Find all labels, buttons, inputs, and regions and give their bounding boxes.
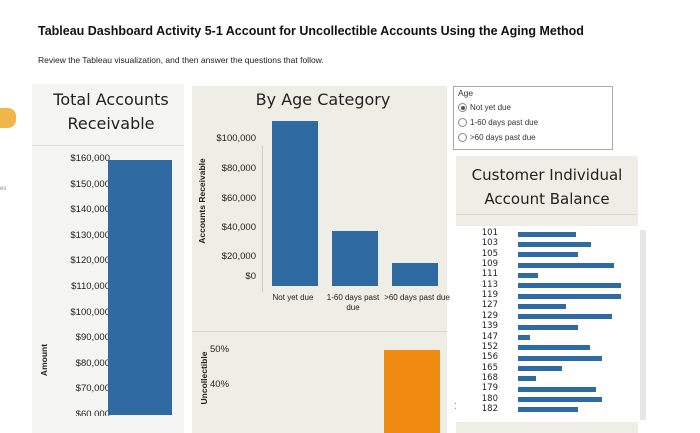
customer-id-label: 113 bbox=[481, 279, 498, 290]
radio-button-icon[interactable] bbox=[458, 133, 467, 142]
total-ar-y-tick: $110,000 bbox=[71, 281, 110, 292]
age-category-x-label: >60 days past due bbox=[384, 293, 450, 302]
customer-balance-bar[interactable] bbox=[518, 345, 590, 351]
customer-id-label: 139 bbox=[481, 321, 498, 332]
customer-balance-bar[interactable] bbox=[518, 272, 538, 278]
customer-balance-bar[interactable] bbox=[518, 397, 602, 403]
customer-id-label: 127 bbox=[481, 300, 498, 311]
uncollectible-y-tick: 50% bbox=[210, 344, 230, 355]
customer-id-label: 119 bbox=[481, 290, 498, 301]
customer-balance-bar[interactable] bbox=[518, 283, 621, 289]
customer-id-label: 105 bbox=[481, 248, 498, 259]
radio-button-icon[interactable] bbox=[458, 118, 467, 127]
age-category-x-label: Not yet due bbox=[272, 293, 314, 302]
total-ar-divider bbox=[32, 145, 184, 146]
uncollectible-bar[interactable] bbox=[384, 350, 440, 433]
customer-balance-bar[interactable] bbox=[518, 303, 566, 309]
customer-balance-bar[interactable] bbox=[518, 386, 596, 392]
customer-id-label: 156 bbox=[481, 352, 498, 363]
age-category-title: By Age Category bbox=[255, 90, 391, 109]
customer-balance-divider bbox=[456, 214, 638, 215]
customer-balance-bar[interactable] bbox=[518, 262, 614, 268]
customer-balance-bar[interactable] bbox=[518, 324, 578, 330]
age-category-y-tick: $100,000 bbox=[216, 133, 256, 144]
total-ar-y-tick: $130,000 bbox=[70, 229, 110, 241]
total-ar-y-tick: $120,000 bbox=[70, 255, 110, 267]
customer-id-label: 111 bbox=[481, 269, 498, 280]
age-category-divider bbox=[192, 331, 447, 332]
customer-id-label: 179 bbox=[481, 383, 498, 394]
customer-balance-bar[interactable] bbox=[518, 293, 621, 299]
total-ar-y-tick: $60,000 bbox=[75, 410, 110, 416]
total-ar-bar[interactable] bbox=[108, 160, 172, 415]
side-stub-text: es bbox=[0, 186, 7, 192]
total-ar-y-tick: $140,000 bbox=[70, 204, 110, 216]
age-category-y-tick: $60,000 bbox=[221, 193, 256, 204]
age-category-bar[interactable] bbox=[392, 263, 438, 286]
age-category-y-tick: $80,000 bbox=[221, 163, 256, 174]
customer-balance-bar[interactable] bbox=[518, 314, 612, 320]
customer-balance-bar[interactable] bbox=[518, 231, 576, 237]
total-ar-y-tick: $160,000 bbox=[70, 153, 110, 164]
total-ar-y-axis-label: Amount bbox=[39, 343, 49, 377]
age-category-x-label: 1-60 days past due bbox=[326, 293, 380, 312]
total-ar-y-tick: $70,000 bbox=[75, 383, 110, 395]
customer-id-label: 165 bbox=[481, 362, 498, 373]
age-legend-title: Age bbox=[458, 88, 474, 98]
total-ar-title: Total Accounts Receivable bbox=[53, 90, 169, 133]
customer-balance-bar[interactable] bbox=[518, 252, 578, 258]
customer-balance-title: Customer Individual Account Balance bbox=[471, 166, 623, 208]
uncollectible-y-axis-label: Uncollectible bbox=[199, 351, 209, 405]
side-tab-marker bbox=[0, 108, 16, 128]
age-legend-item[interactable]: 1-60 days past due bbox=[458, 118, 538, 127]
page-title: Tableau Dashboard Activity 5-1 Account f… bbox=[38, 24, 584, 38]
customer-id-label: 182 bbox=[481, 403, 498, 414]
customer-balance-bar[interactable] bbox=[518, 335, 530, 340]
total-ar-y-tick: $150,000 bbox=[70, 178, 110, 190]
customer-balance-bar[interactable] bbox=[518, 376, 536, 382]
age-legend bbox=[453, 86, 613, 150]
customer-id-label: 147 bbox=[481, 331, 498, 342]
customer-id-label: 109 bbox=[481, 259, 498, 270]
customer-balance-bar[interactable] bbox=[518, 241, 591, 247]
age-legend-item[interactable]: Not yet due bbox=[458, 103, 511, 112]
age-legend-item[interactable]: >60 days past due bbox=[458, 133, 536, 142]
customer-id-label: 180 bbox=[481, 393, 498, 404]
customer-id-label: 103 bbox=[481, 238, 498, 249]
customer-balance-bar[interactable] bbox=[518, 355, 602, 361]
customer-id-label: 101 bbox=[481, 228, 498, 238]
age-category-bar[interactable] bbox=[332, 231, 378, 286]
age-category-bar[interactable] bbox=[272, 121, 318, 286]
customer-id-label: 168 bbox=[481, 372, 498, 383]
customer-id-label: 129 bbox=[481, 310, 498, 321]
uncollectible-y-tick: 40% bbox=[210, 379, 230, 390]
age-category-y-tick: $0 bbox=[245, 271, 256, 282]
total-ar-y-tick: $100,000 bbox=[70, 306, 110, 318]
age-category-y-tick: $40,000 bbox=[221, 222, 256, 233]
customer-balance-bar[interactable] bbox=[518, 366, 562, 372]
total-ar-y-tick: $90,000 bbox=[75, 332, 110, 344]
age-category-y-tick: $20,000 bbox=[221, 251, 256, 262]
customer-balance-scrollbar[interactable] bbox=[640, 230, 646, 420]
age-legend-label: >60 days past due bbox=[470, 133, 536, 142]
radio-button-icon[interactable] bbox=[458, 103, 467, 112]
customer-id-label: 152 bbox=[481, 341, 498, 352]
age-category-axis-line bbox=[262, 146, 263, 292]
age-legend-label: Not yet due bbox=[470, 103, 511, 112]
page-instruction: Review the Tableau visualization, and th… bbox=[38, 55, 324, 65]
age-legend-label: 1-60 days past due bbox=[470, 118, 539, 127]
customer-balance-bar[interactable] bbox=[518, 407, 578, 413]
total-ar-y-tick: $80,000 bbox=[75, 357, 110, 369]
customer-balance-chart: 101 103 105 109 111 113 119 127 129 139 147 152 156 1… bbox=[456, 226, 646, 422]
